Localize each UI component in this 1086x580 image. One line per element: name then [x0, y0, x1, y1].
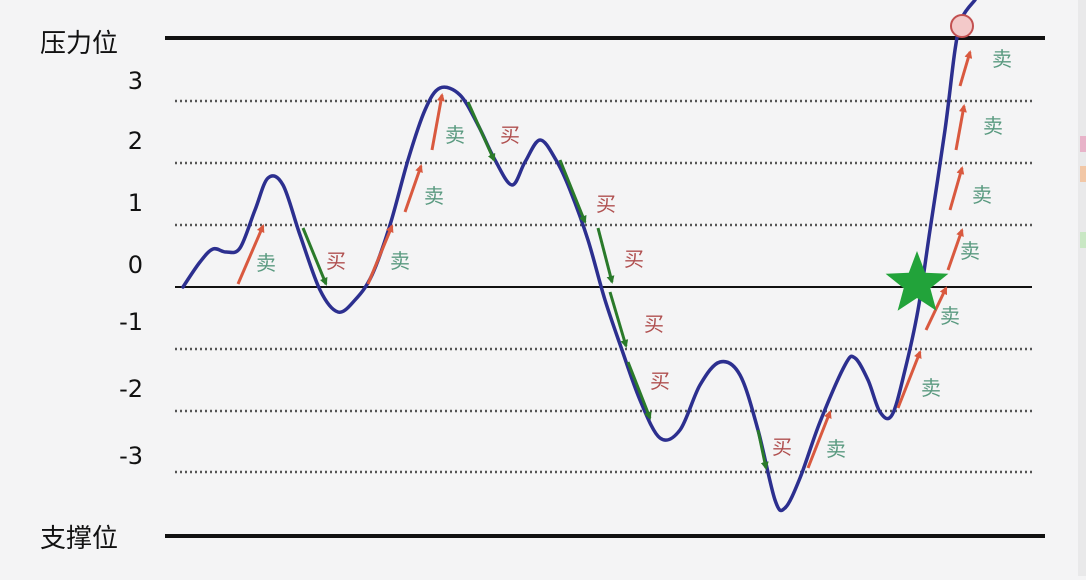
sell-arrow [946, 228, 964, 271]
level-label: -2 [119, 375, 143, 403]
buy-label: 买 [650, 369, 670, 393]
buy-arrow [756, 429, 769, 470]
buy-label: 买 [624, 247, 644, 271]
sell-label: 卖 [940, 304, 960, 328]
buy-arrow [608, 291, 629, 348]
buy-label: 买 [326, 249, 346, 273]
buy-arrow [558, 159, 587, 224]
sell-label: 卖 [256, 251, 276, 275]
sell-arrow [403, 164, 423, 213]
sell-arrow [958, 50, 973, 87]
sell-arrow [236, 224, 265, 285]
breakout-circle-icon [950, 14, 974, 38]
buy-arrow [301, 227, 328, 286]
sell-label: 卖 [921, 376, 941, 400]
support-label: 支撑位 [40, 524, 118, 554]
edge-marker [1080, 136, 1086, 152]
level-label: 2 [128, 127, 143, 155]
sell-label: 卖 [972, 183, 992, 207]
sell-arrow [806, 410, 832, 469]
sell-arrow [896, 350, 922, 409]
buy-label: 买 [644, 312, 664, 336]
sell-label: 卖 [826, 437, 846, 461]
resistance-label: 压力位 [40, 29, 118, 59]
sell-label: 卖 [445, 123, 465, 147]
level-label: 1 [128, 189, 143, 217]
sell-arrow [954, 104, 967, 151]
buy-arrow [466, 101, 496, 162]
star-icon [885, 251, 949, 311]
sell-label: 卖 [390, 249, 410, 273]
sell-arrow [948, 166, 965, 211]
level-label: -1 [119, 308, 143, 336]
buy-label: 买 [596, 192, 616, 216]
price-curve [181, 0, 977, 513]
sell-arrow [430, 93, 445, 151]
edge-marker [1080, 166, 1086, 182]
sell-label: 卖 [424, 184, 444, 208]
sell-arrow [924, 286, 948, 331]
level-label: 0 [128, 251, 143, 279]
sell-label: 卖 [960, 239, 980, 263]
sell-label: 卖 [992, 47, 1012, 71]
edge-marker [1080, 232, 1086, 248]
sell-label: 卖 [983, 114, 1003, 138]
buy-arrow [626, 361, 652, 420]
level-label: 3 [128, 67, 143, 95]
buy-label: 买 [500, 123, 520, 147]
window-edge [1078, 0, 1086, 576]
buy-label: 买 [772, 435, 792, 459]
sell-arrow [366, 224, 394, 285]
buy-arrow [596, 227, 615, 284]
level-label: -3 [119, 442, 143, 470]
